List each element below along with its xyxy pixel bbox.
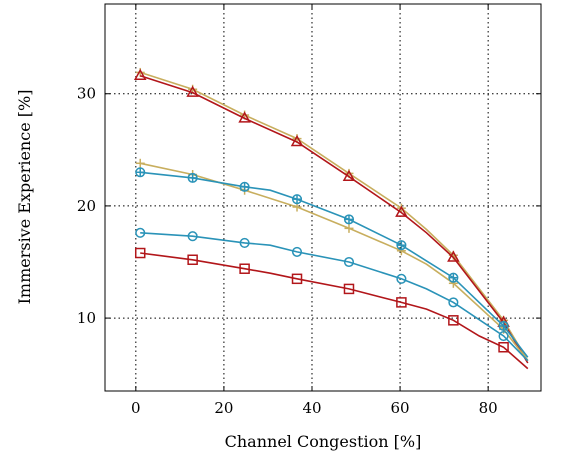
series-line (139, 71, 529, 362)
data-point (448, 315, 459, 326)
series-line (139, 75, 529, 364)
tick-layer: 0 20 40 60 80 10 20 30 (77, 4, 541, 417)
x-tick-label: 40 (302, 399, 321, 417)
data-point (239, 237, 250, 248)
y-tick-label: 10 (77, 309, 96, 327)
data-point (396, 273, 407, 284)
data-point (186, 85, 199, 97)
data-point (187, 254, 198, 266)
data-point (447, 250, 460, 262)
series-1 (133, 68, 529, 364)
x-tick-label: 20 (214, 399, 233, 417)
y-axis-label: Immersive Experience [%] (15, 90, 34, 305)
series-4 (135, 227, 529, 362)
data-point (239, 263, 250, 274)
series-layer (133, 67, 529, 370)
data-point (290, 134, 304, 147)
grid-layer (105, 4, 541, 391)
series-line (140, 232, 529, 362)
data-point (498, 342, 509, 353)
series-0 (135, 67, 529, 362)
data-point (291, 273, 303, 285)
y-tick-label: 20 (77, 197, 96, 215)
data-point (135, 227, 146, 238)
plot-frame (104, 3, 542, 392)
data-point (134, 247, 146, 259)
series-line (140, 252, 529, 370)
data-point (187, 231, 198, 242)
x-tick-label: 80 (479, 399, 498, 417)
data-point (133, 68, 147, 81)
data-point (343, 283, 355, 295)
x-tick-label: 60 (391, 399, 410, 417)
data-point (448, 297, 459, 308)
data-point (342, 169, 356, 181)
data-point (238, 111, 251, 123)
data-point (395, 205, 408, 217)
data-point (396, 297, 407, 308)
data-point (291, 246, 303, 257)
x-tick-label: 0 (131, 399, 141, 417)
x-axis-label: Channel Congestion [%] (225, 432, 422, 451)
y-tick-label: 30 (77, 85, 96, 103)
data-point (498, 330, 509, 342)
series-5 (134, 247, 529, 370)
series-3 (135, 167, 529, 358)
data-point (343, 256, 355, 268)
